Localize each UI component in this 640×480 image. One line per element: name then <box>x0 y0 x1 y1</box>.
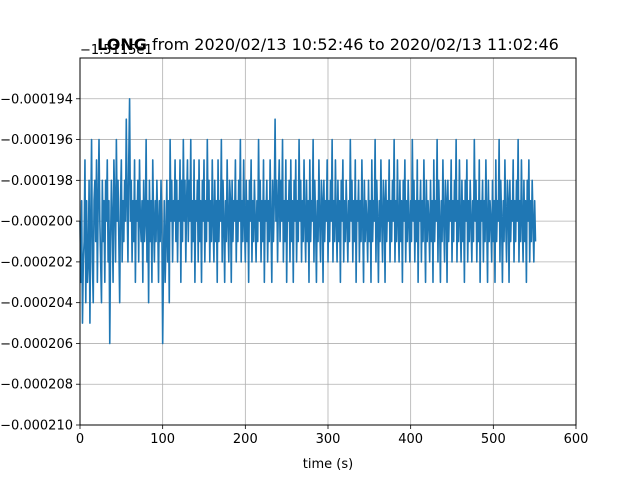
y-tick-label: −0.000210 <box>0 419 73 434</box>
x-tick-label: 500 <box>481 432 506 447</box>
y-tick-label: −0.000202 <box>0 255 73 270</box>
chart-title: LONG from 2020/02/13 10:52:46 to 2020/02… <box>97 35 559 54</box>
y-tick-label: −0.000200 <box>0 215 73 230</box>
y-tick-label: −0.000198 <box>0 174 73 189</box>
chart-title-bold: LONG <box>97 35 147 54</box>
chart-title-rest: from 2020/02/13 10:52:46 to 2020/02/13 1… <box>147 35 559 54</box>
x-axis-label: time (s) <box>303 457 353 472</box>
x-tick-label: 0 <box>76 432 84 447</box>
y-offset-label: −1.5115e1 <box>80 43 153 58</box>
x-tick-label: 200 <box>233 432 258 447</box>
x-tick-label: 100 <box>150 432 175 447</box>
x-tick-label: 300 <box>316 432 341 447</box>
series-layer <box>79 97 537 345</box>
y-tick-label: −0.000206 <box>0 337 73 352</box>
y-tick-label: −0.000194 <box>0 92 73 107</box>
y-axis-ticks: −0.000194 −0.000196 −0.000198 −0.000200 −0.0… <box>0 92 80 434</box>
y-tick-label: −0.000208 <box>0 378 73 393</box>
x-tick-label: 400 <box>398 432 423 447</box>
y-tick-label: −0.000196 <box>0 133 73 148</box>
x-axis-ticks: 0 100 200 300 400 500 600 <box>76 425 589 447</box>
series-line <box>79 97 537 345</box>
x-tick-label: 600 <box>564 432 589 447</box>
y-tick-label: −0.000204 <box>0 296 73 311</box>
